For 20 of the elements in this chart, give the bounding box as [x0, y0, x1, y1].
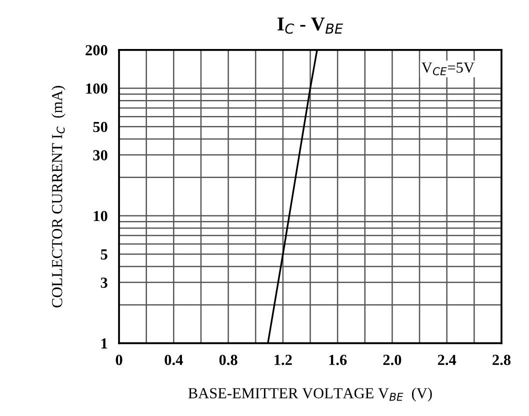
x-tick-label: 2.4 [438, 354, 456, 366]
x-tick-label: 2.8 [492, 354, 511, 366]
y-tick-label: 30 [93, 150, 108, 160]
y-tick-label: 5 [100, 249, 108, 260]
annotation: V$_{CE}$=5V [422, 62, 474, 76]
chart-title: I$_{C}$ - V$_{BE}$ [278, 18, 344, 34]
y-tick-label: 10 [94, 210, 108, 222]
y-axis-title: COLLECTOR CURRENT I$_{C}$ (mA) [51, 86, 66, 308]
y-tick-label: 100 [86, 83, 108, 94]
y-tick-label: 1 [102, 338, 108, 348]
x-tick-label: 0.4 [164, 354, 183, 366]
x-tick-label: 1.2 [274, 354, 292, 366]
x-tick-label: 0 [116, 354, 122, 366]
x-tick-label: 2.0 [383, 354, 402, 366]
x-tick-label: 1.6 [329, 354, 347, 366]
x-tick-label: 0.8 [219, 354, 238, 366]
y-tick-label: 50 [93, 122, 108, 132]
x-axis-title: BASE-EMITTER VOLTAGE V$_{BE}$ (V) [188, 388, 432, 402]
y-tick-label: 3 [100, 278, 108, 288]
y-tick-label: 200 [86, 45, 108, 56]
